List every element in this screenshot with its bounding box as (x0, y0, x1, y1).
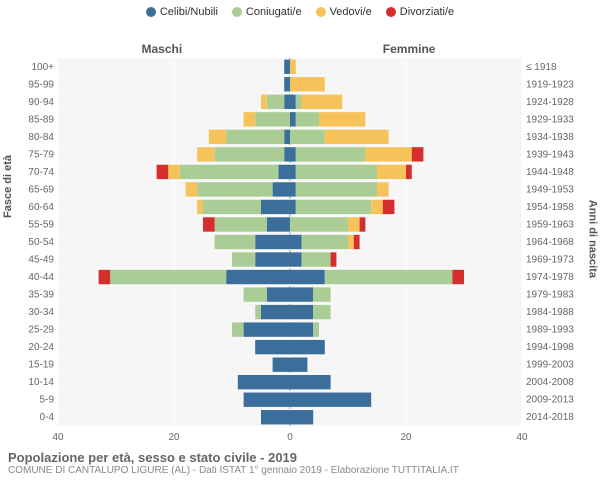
svg-text:0-4: 0-4 (40, 412, 55, 423)
svg-text:1934-1938: 1934-1938 (526, 132, 574, 143)
legend-item: Divorziati/e (386, 6, 454, 18)
legend-swatch (232, 7, 242, 17)
chart-container: Celibi/Nubili Coniugati/e Vedovi/e Divorzia… (0, 0, 600, 500)
svg-text:20: 20 (400, 432, 412, 443)
legend-label: Divorziati/e (400, 6, 454, 18)
legend: Celibi/Nubili Coniugati/e Vedovi/e Divorzia… (0, 0, 600, 18)
svg-text:1924-1928: 1924-1928 (526, 97, 574, 108)
svg-text:1989-1993: 1989-1993 (526, 325, 574, 336)
svg-text:1984-1988: 1984-1988 (526, 307, 574, 318)
svg-text:≤ 1918: ≤ 1918 (526, 62, 557, 73)
svg-text:2014-2018: 2014-2018 (526, 412, 574, 423)
svg-text:95-99: 95-99 (28, 79, 54, 90)
plot-area: Fasce di età Anni di nascita Maschi Femm… (0, 18, 600, 448)
svg-text:1939-1943: 1939-1943 (526, 149, 574, 160)
svg-text:1974-1978: 1974-1978 (526, 272, 574, 283)
legend-label: Vedovi/e (330, 6, 372, 18)
legend-item: Vedovi/e (316, 6, 372, 18)
legend-item: Celibi/Nubili (146, 6, 218, 18)
svg-text:0: 0 (287, 432, 293, 443)
chart-svg: 100+ ≤ 1918 95-99 1919-1923 90-94 1924-1928 85… (0, 18, 600, 448)
svg-text:45-49: 45-49 (28, 255, 54, 266)
footer: Popolazione per età, sesso e stato civil… (0, 448, 600, 476)
svg-text:1979-1983: 1979-1983 (526, 290, 574, 301)
svg-text:1954-1958: 1954-1958 (526, 202, 574, 213)
column-title-femmine: Femmine (383, 42, 436, 56)
svg-text:70-74: 70-74 (28, 167, 54, 178)
svg-text:1994-1998: 1994-1998 (526, 342, 574, 353)
legend-swatch (146, 7, 156, 17)
y-axis-title-right: Anni di nascita (586, 200, 598, 278)
legend-swatch (386, 7, 396, 17)
legend-swatch (316, 7, 326, 17)
svg-text:30-34: 30-34 (28, 307, 54, 318)
svg-text:1949-1953: 1949-1953 (526, 184, 574, 195)
svg-text:40: 40 (516, 432, 528, 443)
column-title-maschi: Maschi (142, 42, 183, 56)
svg-text:2004-2008: 2004-2008 (526, 377, 574, 388)
svg-text:1919-1923: 1919-1923 (526, 79, 574, 90)
svg-text:55-59: 55-59 (28, 219, 54, 230)
svg-text:1944-1948: 1944-1948 (526, 167, 574, 178)
svg-text:2009-2013: 2009-2013 (526, 395, 574, 406)
svg-text:1929-1933: 1929-1933 (526, 114, 574, 125)
svg-text:5-9: 5-9 (40, 395, 55, 406)
chart-subtitle: COMUNE DI CANTALUPO LIGURE (AL) - Dati I… (8, 465, 592, 476)
svg-text:40: 40 (52, 432, 64, 443)
svg-text:40-44: 40-44 (28, 272, 54, 283)
svg-text:100+: 100+ (31, 62, 54, 73)
svg-text:60-64: 60-64 (28, 202, 54, 213)
svg-text:80-84: 80-84 (28, 132, 54, 143)
svg-text:85-89: 85-89 (28, 114, 54, 125)
svg-text:75-79: 75-79 (28, 149, 54, 160)
svg-text:1964-1968: 1964-1968 (526, 237, 574, 248)
svg-text:50-54: 50-54 (28, 237, 54, 248)
svg-text:1999-2003: 1999-2003 (526, 360, 574, 371)
svg-text:90-94: 90-94 (28, 97, 54, 108)
y-axis-title-left: Fasce di età (2, 155, 14, 218)
svg-text:20: 20 (168, 432, 180, 443)
legend-label: Celibi/Nubili (160, 6, 218, 18)
svg-text:1969-1973: 1969-1973 (526, 255, 574, 266)
legend-item: Coniugati/e (232, 6, 302, 18)
svg-text:1959-1963: 1959-1963 (526, 219, 574, 230)
svg-text:20-24: 20-24 (28, 342, 54, 353)
svg-text:35-39: 35-39 (28, 290, 54, 301)
svg-text:15-19: 15-19 (28, 360, 54, 371)
svg-text:25-29: 25-29 (28, 325, 54, 336)
svg-text:65-69: 65-69 (28, 184, 54, 195)
svg-text:10-14: 10-14 (28, 377, 54, 388)
legend-label: Coniugati/e (246, 6, 302, 18)
chart-title: Popolazione per età, sesso e stato civil… (8, 450, 592, 465)
